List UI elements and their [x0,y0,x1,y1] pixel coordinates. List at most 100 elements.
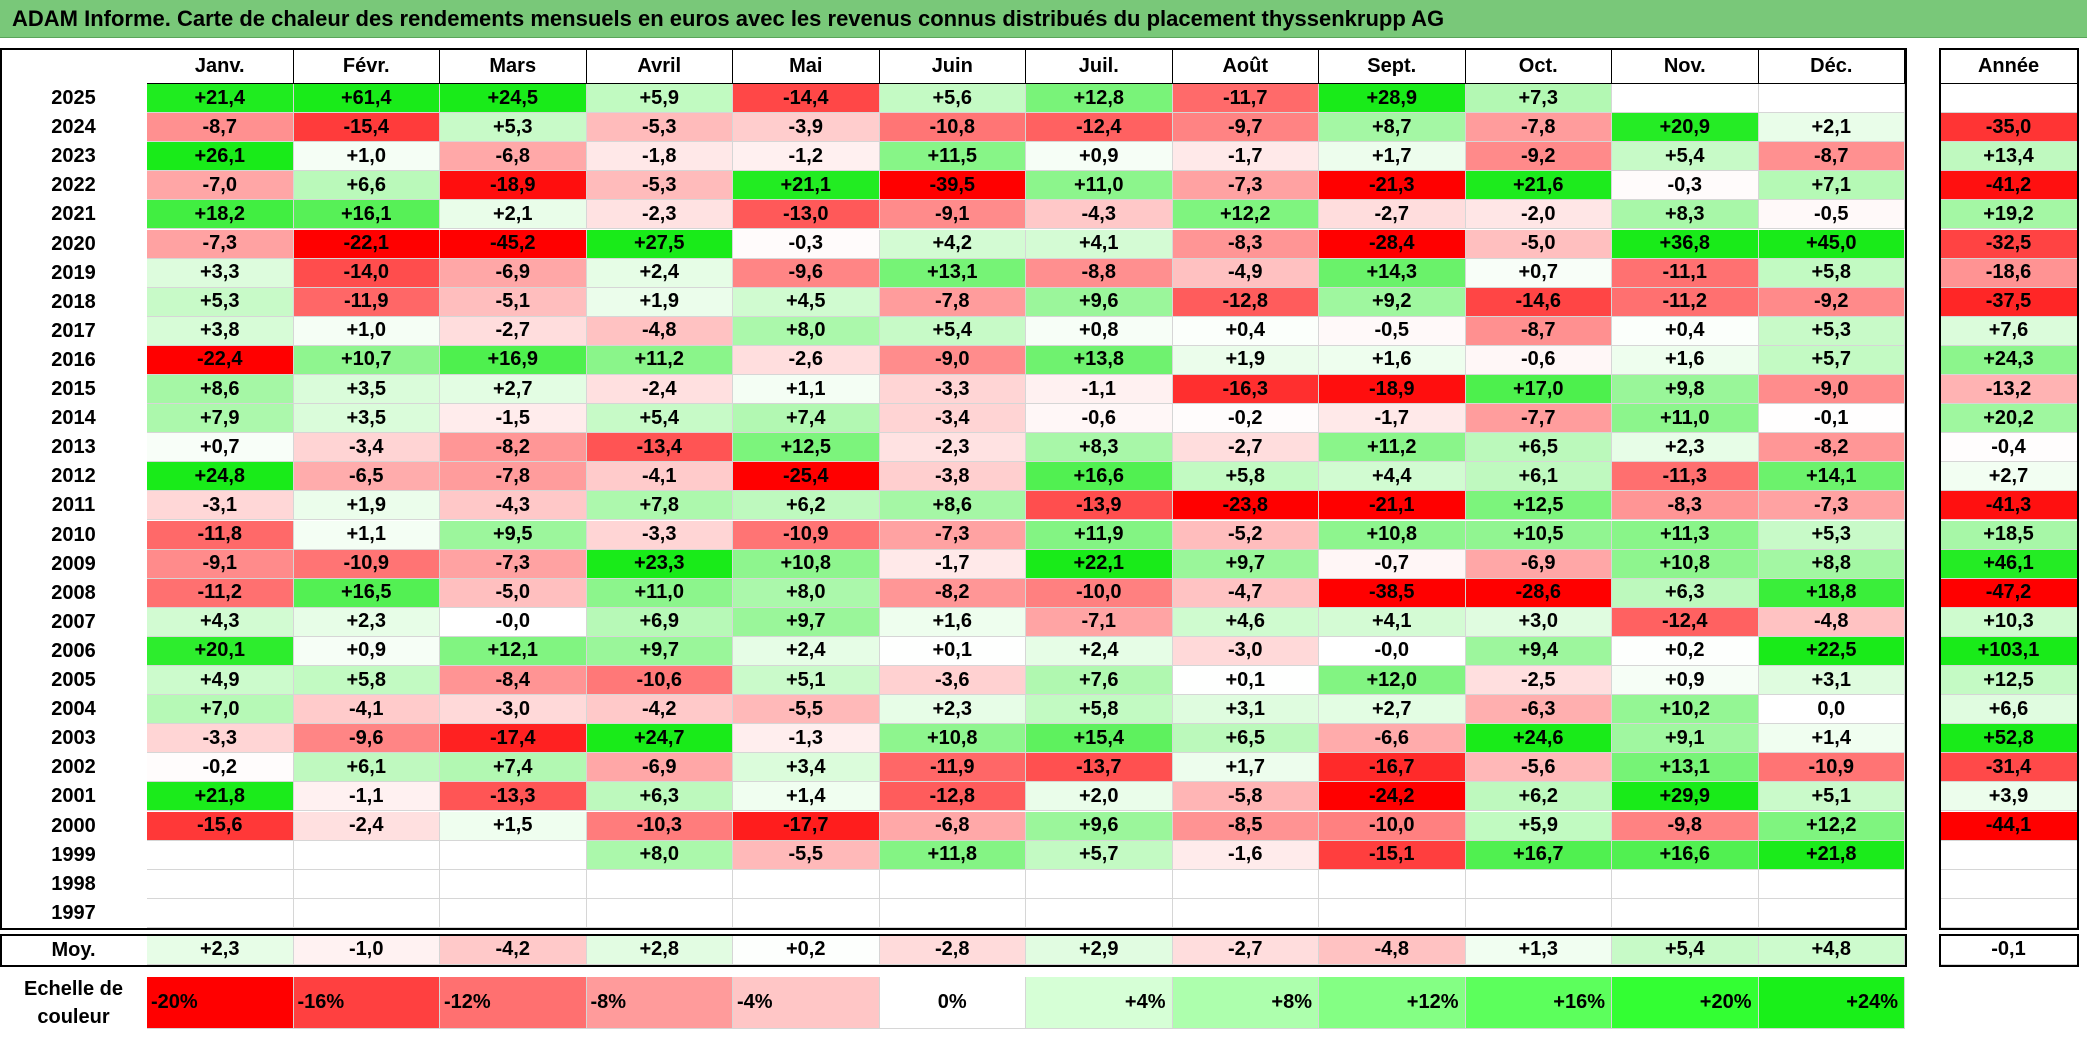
heatmap-cell: +8,0 [586,840,733,870]
heatmap-cell: +1,6 [1612,345,1759,375]
annual-cell: -41,3 [1939,491,2079,521]
annual-cell: -44,1 [1939,811,2079,841]
heatmap-cell: -2,4 [293,811,440,841]
annual-cell: +24,3 [1939,345,2079,375]
color-scale-swatch: 0% [879,977,1026,1029]
annual-cell: +2,7 [1939,462,2079,492]
heatmap-cell: +2,7 [440,375,587,405]
heatmap-cell: +7,4 [440,753,587,783]
heatmap-cell: +18,2 [147,200,294,230]
heatmap-cell [293,869,440,899]
heatmap-cell: +24,5 [440,84,587,114]
heatmap-cell: -6,9 [586,753,733,783]
heatmap-cell: +3,1 [1758,666,1905,696]
heatmap-cell: +5,4 [879,316,1026,346]
heatmap-cell: -11,7 [1172,84,1319,114]
heatmap-cell [1612,84,1759,114]
heatmap-cell: -23,8 [1172,491,1319,521]
heatmap-cell: -6,6 [1319,724,1466,754]
heatmap-cell: +13,8 [1026,345,1173,375]
annual-cell: +103,1 [1939,636,2079,666]
heatmap-cell: -7,3 [440,549,587,579]
annual-cell [1939,898,2079,928]
heatmap-cell: +4,6 [1172,607,1319,637]
heatmap-cell: +13,1 [879,258,1026,288]
heatmap-cell: +20,9 [1612,113,1759,143]
heatmap-cell: +9,7 [586,636,733,666]
heatmap-cell: +24,8 [147,462,294,492]
average-label: Moy. [0,935,147,965]
heatmap-cell: -12,4 [1612,607,1759,637]
heatmap-cell: -15,4 [293,113,440,143]
annual-cell [1939,869,2079,899]
heatmap-cell: -0,6 [1026,404,1173,434]
month-header-4: Avril [586,48,733,84]
heatmap-cell: -0,2 [147,753,294,783]
heatmap-cell: -5,5 [733,840,880,870]
heatmap-cell: +7,9 [147,404,294,434]
heatmap-cell: -8,8 [1026,258,1173,288]
heatmap-cell: -5,8 [1172,782,1319,812]
year-label: 1999 [0,840,147,870]
heatmap-cell: -12,8 [879,782,1026,812]
heatmap-cell [1319,898,1466,928]
heatmap-cell: +2,3 [1612,433,1759,463]
heatmap-cell: +6,1 [1465,462,1612,492]
color-scale-swatch: +24% [1758,977,1905,1029]
heatmap-cell: -8,7 [1758,142,1905,172]
annual-cell: +6,6 [1939,695,2079,725]
annual-cell: -31,4 [1939,753,2079,783]
heatmap-cell: +13,1 [1612,753,1759,783]
year-label: 2014 [0,404,147,434]
heatmap-cell: +6,3 [1612,578,1759,608]
heatmap-cell [1612,898,1759,928]
heatmap-cell: -12,8 [1172,287,1319,317]
annual-cell [1939,84,2079,114]
heatmap-cell: -4,8 [586,316,733,346]
heatmap-cell: -0,3 [1612,171,1759,201]
heatmap-cell: -6,8 [440,142,587,172]
month-header-9: Sept. [1319,48,1466,84]
heatmap-cell: +0,7 [1465,258,1612,288]
heatmap-cell: +6,5 [1465,433,1612,463]
average-cell: -2,7 [1172,935,1319,965]
heatmap-cell: +6,6 [293,171,440,201]
heatmap-cell: -6,9 [1465,549,1612,579]
heatmap-cell: +1,9 [293,491,440,521]
heatmap-cell: +1,1 [293,520,440,550]
year-label: 2000 [0,811,147,841]
average-cell: -4,8 [1319,935,1466,965]
heatmap-cell: -8,2 [1758,433,1905,463]
annual-cell: +3,9 [1939,782,2079,812]
heatmap-cell: -15,6 [147,811,294,841]
heatmap-cell: -11,3 [1612,462,1759,492]
heatmap-cell: -6,9 [440,258,587,288]
heatmap-cell [1172,869,1319,899]
heatmap-cell: +36,8 [1612,229,1759,259]
heatmap-cell: +4,2 [879,229,1026,259]
heatmap-cell: +4,9 [147,666,294,696]
annual-cell: -32,5 [1939,229,2079,259]
heatmap-cell: -5,1 [440,287,587,317]
heatmap-cell: +8,3 [1612,200,1759,230]
heatmap-cell: +0,9 [1612,666,1759,696]
heatmap-cell: -18,9 [440,171,587,201]
heatmap-cell: +8,3 [1026,433,1173,463]
year-label: 2005 [0,666,147,696]
average-annual-cell: -0,1 [1939,935,2079,965]
heatmap-cell: +24,7 [586,724,733,754]
heatmap-cell: +0,4 [1612,316,1759,346]
heatmap-cell: +0,1 [879,636,1026,666]
heatmap-cell: +1,4 [1758,724,1905,754]
heatmap-cell: -11,8 [147,520,294,550]
heatmap-cell: -9,8 [1612,811,1759,841]
year-label: 2012 [0,462,147,492]
heatmap-cell: -3,4 [293,433,440,463]
heatmap-cell: +9,4 [1465,636,1612,666]
heatmap-cell: +1,0 [293,316,440,346]
heatmap-cell [147,869,294,899]
heatmap-cell: +9,6 [1026,287,1173,317]
heatmap-cell: +10,8 [1612,549,1759,579]
heatmap-cell: +17,0 [1465,375,1612,405]
heatmap-cell [440,840,587,870]
